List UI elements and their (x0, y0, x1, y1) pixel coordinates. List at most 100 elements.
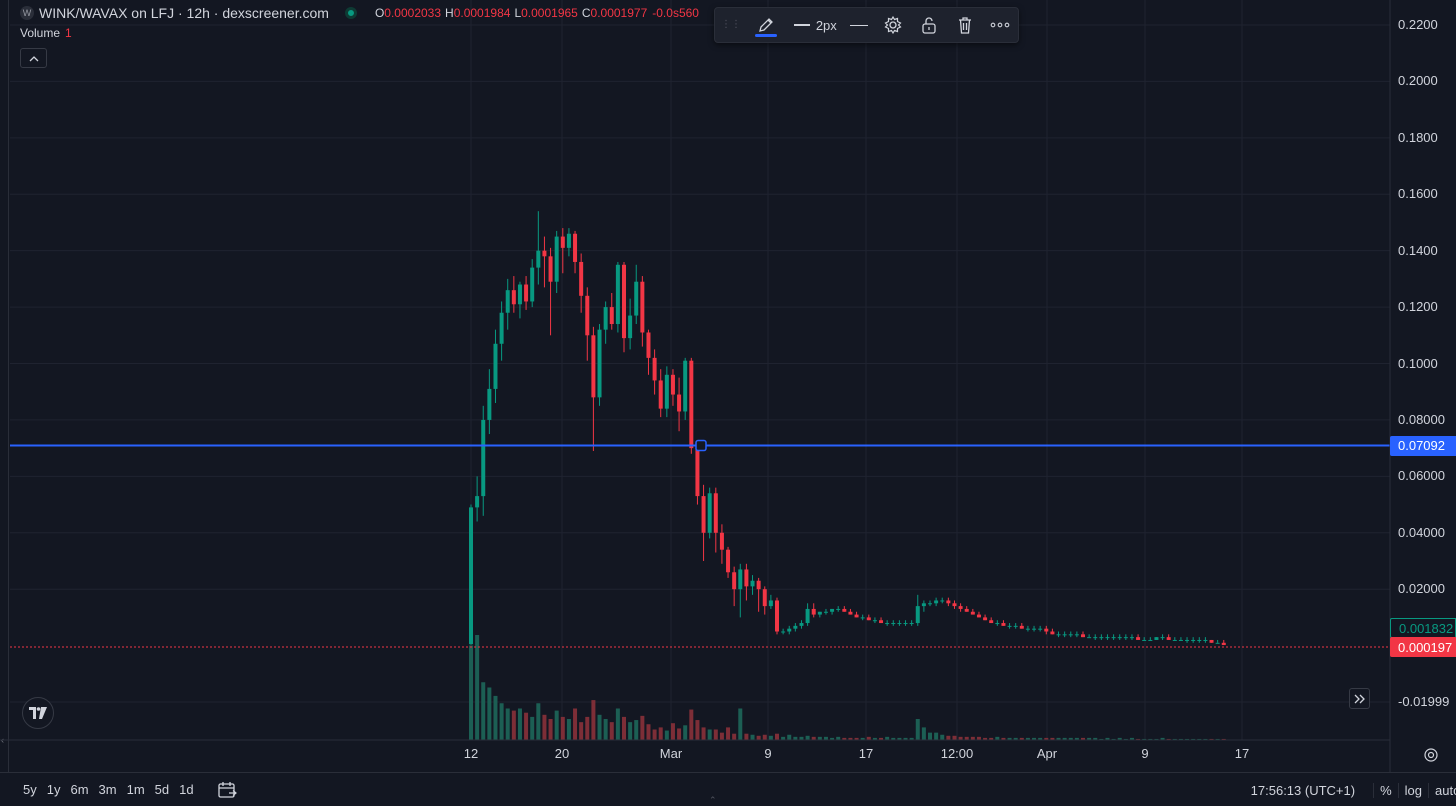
volume-bar (732, 733, 737, 740)
candle-body (897, 623, 902, 625)
candle-body (683, 360, 688, 412)
bottom-toolbar: 5y 1y 6m 3m 1m 5d 1d 17:56:13 (UTC+1) % … (0, 772, 1456, 806)
range-1y-button[interactable]: 1y (46, 782, 61, 797)
candle-body (928, 603, 932, 605)
candle-body (768, 600, 773, 607)
candle-body (701, 496, 706, 533)
candle-body (983, 617, 988, 621)
panel-resize-handle-icon[interactable]: ⌃ (709, 795, 717, 805)
range-5d-button[interactable]: 5d (154, 782, 170, 797)
volume-bar (964, 736, 969, 740)
volume-bar (579, 722, 584, 740)
time-tick-label: Mar (659, 746, 683, 761)
line-style-button[interactable] (842, 7, 876, 43)
volume-bar (1044, 737, 1049, 740)
volume-bar (1087, 737, 1092, 740)
candle-body (756, 580, 761, 590)
candle-body (744, 569, 749, 587)
volume-bar (1185, 738, 1190, 740)
volume-bar (1007, 737, 1012, 740)
settings-icon (884, 15, 902, 35)
volume-bar (983, 737, 988, 740)
volume-legend[interactable]: Volume 1 (20, 26, 72, 40)
auto-scale-button[interactable]: auto (1428, 782, 1456, 798)
symbol-legend[interactable]: W WINK/WAVAX on LFJ · 12h · dexscreener.… (20, 4, 699, 22)
left-sidebar-edge (0, 0, 9, 772)
volume-bar (622, 716, 626, 740)
candle-body (652, 357, 657, 381)
range-5y-button[interactable]: 5y (23, 782, 37, 797)
low-value: 0.0001965 (521, 6, 578, 20)
candle-body (1148, 639, 1153, 641)
volume-bar (664, 730, 669, 740)
candle-body (1013, 625, 1018, 627)
range-1d-button[interactable]: 1d (179, 782, 194, 797)
candle-body (517, 284, 522, 305)
range-1m-button[interactable]: 1m (126, 782, 145, 797)
price-tick-label: 0.1000 (1398, 355, 1438, 371)
axis-settings-button[interactable] (1423, 747, 1439, 763)
close-value: 0.0001977 (590, 6, 648, 20)
volume-bar (713, 729, 718, 740)
candle-body (1142, 639, 1147, 641)
volume-bar (799, 736, 804, 740)
volume-bar (842, 737, 847, 740)
open-key: O (374, 6, 385, 20)
volume-bar (634, 720, 639, 740)
candle-body (1081, 634, 1085, 638)
time-tick-label: 9 (764, 746, 772, 761)
candle-body (732, 572, 737, 590)
scroll-to-realtime-button[interactable] (1349, 688, 1370, 709)
candle-body (848, 611, 853, 615)
clock-timezone[interactable]: 17:56:13 (UTC+1) (1250, 782, 1356, 798)
line-style-icon (849, 24, 868, 26)
candle-body (1093, 637, 1098, 639)
price-tick-label: 0.08000 (1398, 411, 1445, 427)
log-scale-button[interactable]: log (1397, 782, 1428, 798)
volume-bar (903, 737, 908, 740)
volume-bar (811, 736, 816, 740)
volume-bar (744, 733, 749, 740)
time-tick-label: 17 (1234, 746, 1250, 761)
candle-body (628, 315, 633, 339)
collapse-legend-button[interactable] (20, 48, 47, 68)
candle-body (1123, 637, 1128, 639)
line-color-button[interactable] (749, 7, 783, 43)
candle-body (536, 250, 541, 268)
volume-bar (1105, 737, 1110, 740)
drag-handle-icon[interactable]: ⋮⋮ (721, 19, 741, 30)
price-chart[interactable] (0, 0, 1456, 772)
volume-bar (609, 722, 614, 740)
candle-body (1154, 637, 1159, 640)
range-6m-button[interactable]: 6m (70, 782, 89, 797)
tradingview-logo-icon[interactable] (22, 697, 54, 729)
candle-body (603, 307, 608, 330)
settings-button[interactable] (876, 7, 912, 43)
volume-bar (481, 682, 486, 740)
date-range-button[interactable] (217, 781, 237, 799)
candle-body (591, 335, 596, 398)
volume-bar (511, 710, 516, 740)
candle-body (958, 606, 963, 609)
candle-body (640, 281, 645, 333)
volume-bar (738, 708, 743, 740)
volume-bar (530, 716, 535, 740)
volume-bar (499, 703, 504, 740)
candle-body (670, 374, 675, 395)
candle-body (1105, 637, 1110, 639)
candle-body (885, 623, 890, 625)
more-button[interactable] (982, 7, 1018, 43)
volume-bar (1081, 737, 1085, 740)
delete-button[interactable] (947, 7, 983, 43)
range-3m-button[interactable]: 3m (98, 782, 117, 797)
volume-bars (469, 635, 1226, 740)
candle-body (597, 329, 602, 398)
candle-body (505, 290, 510, 313)
candle-body (1007, 625, 1012, 627)
symbol-title[interactable]: WINK/WAVAX on LFJ · 12h · dexscreener.co… (39, 5, 329, 21)
lock-button[interactable] (911, 7, 947, 43)
line-width-button[interactable]: 2px (789, 7, 842, 43)
candle-body (964, 608, 969, 612)
percent-scale-button[interactable]: % (1373, 782, 1398, 798)
double-chevron-right-icon (1354, 694, 1365, 703)
